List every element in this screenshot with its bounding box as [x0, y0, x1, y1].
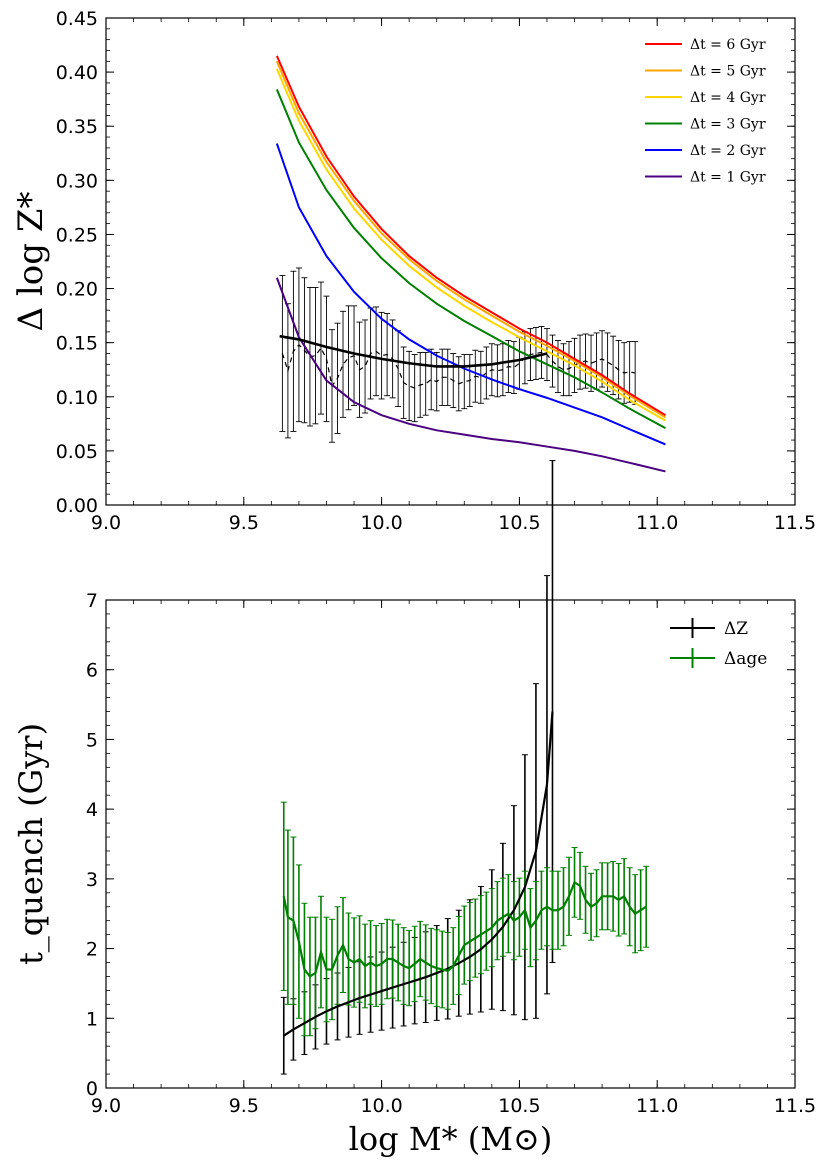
legend-entry: Δt = 1 Gyr [690, 170, 766, 186]
legend-entry: Δt = 3 Gyr [690, 117, 766, 133]
x-tick-label: 10.5 [498, 1095, 540, 1117]
top-panel: 9.0 9.5 10.0 10.5 11.0 11.5 0.00 0.05 0.10 0.15 0.… [11, 8, 816, 534]
legend-entry: Δt = 4 Gyr [690, 90, 766, 106]
legend-entry: Δage [724, 649, 767, 669]
y-tick-label: 7 [86, 590, 98, 612]
x-tick-label: 10.0 [360, 1095, 402, 1117]
x-tick-label: 9.5 [229, 1095, 259, 1117]
legend-entry: Δt = 2 Gyr [690, 143, 766, 159]
series-line [283, 711, 554, 1037]
x-tick-label: 11.0 [636, 1095, 678, 1117]
model-line [275, 89, 666, 430]
y-tick-label: 5 [86, 729, 98, 751]
y-tick-label: 0.05 [56, 441, 98, 463]
x-tick-label: 11.0 [636, 512, 678, 534]
y-tick-label: 0.00 [56, 495, 98, 517]
y-tick-label: 0.15 [56, 333, 98, 355]
series-line [282, 880, 647, 978]
model-line [275, 143, 666, 446]
bottom-y-axis-label: t_quench (Gyr) [12, 723, 50, 965]
y-tick-label: 0.30 [56, 170, 98, 192]
observed-dashed-line [281, 343, 636, 389]
model-line [275, 68, 666, 422]
x-tick-label: 9.0 [91, 512, 121, 534]
y-tick-label: 0.45 [56, 8, 98, 30]
y-tick-label: 0.20 [56, 279, 98, 301]
x-tick-label: 10.0 [360, 512, 402, 534]
bottom-plot-frame [105, 599, 796, 1089]
model-line [275, 60, 666, 419]
legend-entry: ΔZ [724, 619, 748, 639]
y-tick-label: 0.25 [56, 224, 98, 246]
y-tick-label: 1 [86, 1008, 98, 1030]
model-line [275, 55, 666, 417]
legend-entry: Δt = 6 Gyr [690, 37, 766, 53]
model-line [275, 277, 666, 473]
x-tick-label: 11.5 [774, 512, 816, 534]
observed-smooth-line [279, 334, 548, 368]
x-tick-label: 10.5 [498, 512, 540, 534]
y-tick-label: 3 [86, 869, 98, 891]
x-tick-label: 11.5 [774, 1095, 816, 1117]
y-tick-label: 0.10 [56, 387, 98, 409]
y-tick-label: 2 [86, 939, 98, 961]
bottom-panel: 9.0 9.5 10.0 10.5 11.0 11.5 0 1 2 3 4 5 6 7 t_quench … [12, 460, 816, 1158]
top-y-axis-label: Δ log Z* [11, 192, 51, 332]
y-tick-label: 6 [86, 660, 98, 682]
x-tick-label: 9.5 [229, 512, 259, 534]
y-tick-label: 0.35 [56, 116, 98, 138]
top-plot-frame [105, 17, 796, 506]
x-tick-label: 9.0 [91, 1095, 121, 1117]
bottom-x-axis-label: log M* (M⊙) [349, 1120, 553, 1158]
y-tick-label: 4 [86, 799, 98, 821]
legend-entry: Δt = 5 Gyr [690, 64, 766, 80]
y-tick-label: 0 [86, 1078, 98, 1100]
y-tick-label: 0.40 [56, 62, 98, 84]
